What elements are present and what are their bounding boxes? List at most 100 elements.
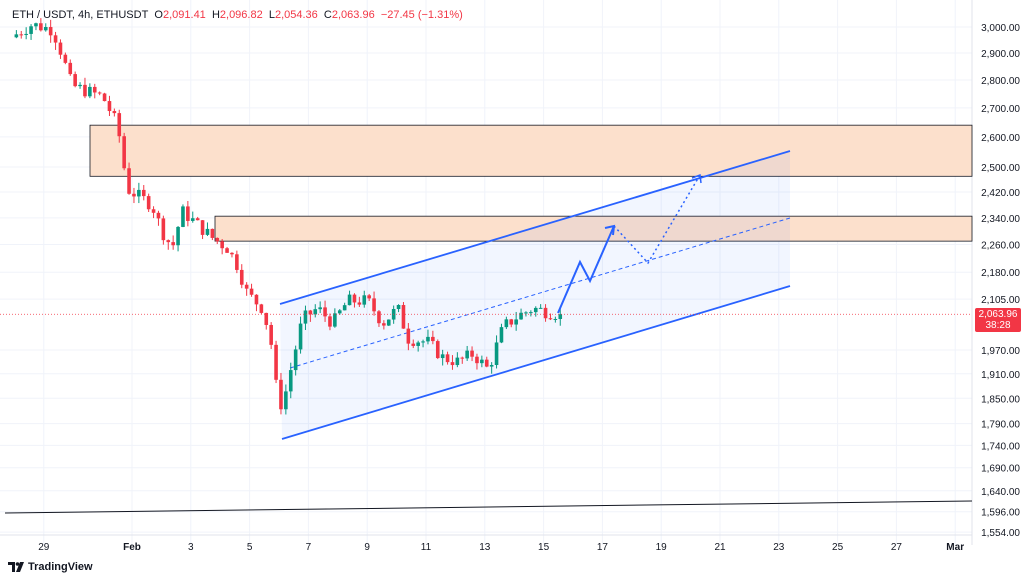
candle-body: [53, 35, 58, 43]
candle-body: [166, 240, 171, 243]
candle-body: [274, 344, 278, 380]
candle-body: [519, 312, 523, 320]
supply-zone-lower: [214, 215, 973, 242]
logo-text: TradingView: [28, 561, 93, 573]
candle-body: [19, 34, 24, 36]
candle-body: [396, 305, 401, 310]
y-tick-label: 1,554.00: [981, 528, 1020, 539]
x-tick-label: 29: [38, 542, 50, 553]
x-tick-label: 21: [714, 542, 726, 553]
candle-body: [440, 354, 445, 359]
y-tick-label: 1,790.00: [981, 420, 1020, 431]
x-tick-label: Mar: [946, 542, 964, 553]
candle-body: [406, 328, 411, 344]
candle-body: [58, 42, 63, 55]
high-value: 2,096.82: [219, 9, 263, 21]
candle-body: [377, 311, 381, 324]
candle-body: [29, 26, 33, 34]
candle-body: [73, 74, 77, 87]
x-tick-label: 25: [832, 542, 844, 553]
projection-dotted-path: [613, 174, 701, 265]
candle-body: [220, 241, 224, 249]
candle-body: [146, 196, 151, 210]
candle-body: [445, 354, 450, 363]
tradingview-logo[interactable]: TradingView: [8, 561, 93, 573]
last-price: 2,063.96: [978, 309, 1018, 320]
x-tick-label: 3: [188, 542, 194, 553]
candle-body: [200, 220, 205, 235]
candle-body: [156, 212, 161, 219]
candle-body: [548, 318, 553, 320]
x-tick-label: 11: [421, 542, 432, 553]
candle-body: [107, 101, 112, 112]
y-tick-label: 2,420.00: [981, 188, 1020, 199]
change-value: −27.45 (−1.31%): [380, 9, 463, 21]
y-tick-label: 1,970.00: [981, 346, 1020, 357]
y-tick-label: 2,180.00: [981, 268, 1020, 279]
candle-body: [186, 206, 190, 221]
candle-body: [411, 343, 416, 346]
y-tick-label: 2,800.00: [981, 76, 1020, 87]
y-tick-label: 1,850.00: [981, 394, 1020, 405]
candle-body: [43, 27, 48, 31]
candle-body: [357, 302, 362, 305]
support-trendline: [4, 500, 973, 514]
candle-body: [269, 324, 273, 345]
candle-body: [176, 226, 180, 246]
low-value: 2,054.36: [274, 9, 318, 21]
candle-body: [308, 310, 313, 315]
last-price-tag: 2,063.96 38:28: [975, 308, 1021, 332]
open-label: O: [154, 9, 163, 21]
x-tick-label: 15: [538, 542, 550, 553]
projection-path: [557, 225, 615, 314]
candle-body: [328, 316, 332, 327]
candle-body: [318, 307, 322, 310]
candle-body: [117, 113, 122, 137]
candle-body: [352, 294, 357, 303]
candle-body: [195, 218, 200, 221]
candle-body: [88, 86, 92, 97]
candle-body: [92, 86, 97, 93]
candle-body: [141, 189, 146, 197]
high-label: H: [211, 9, 220, 21]
candle-body: [426, 336, 430, 342]
symbol-name: ETH / USDT, 4h, ETHUSDT: [12, 9, 149, 21]
candle-body: [171, 242, 175, 246]
candle-body: [225, 248, 229, 253]
x-tick-label: 17: [597, 542, 609, 553]
candle-body: [313, 309, 318, 315]
candle-body: [230, 252, 234, 255]
candle-body: [244, 284, 249, 289]
candle-body: [431, 336, 435, 342]
candle-body: [475, 356, 479, 364]
candle-body: [465, 350, 469, 359]
candle-body: [342, 305, 347, 311]
candle-body: [39, 23, 43, 31]
candle-body: [504, 319, 509, 328]
y-tick-label: 2,105.00: [981, 295, 1020, 306]
candle-body: [333, 313, 337, 327]
candle-body: [489, 365, 494, 367]
candle-body: [102, 93, 107, 102]
close-value: 2,063.96: [331, 9, 375, 21]
candle-body: [190, 218, 195, 221]
y-tick-label: 1,740.00: [981, 441, 1020, 452]
symbol-legend: ETH / USDT, 4h, ETHUSDT O2,091.41 H2,096…: [12, 9, 463, 21]
candle-body: [494, 342, 499, 366]
candle-body: [484, 359, 489, 367]
y-tick-label: 3,000.00: [981, 23, 1020, 34]
candle-body: [386, 319, 391, 326]
close-label: C: [323, 9, 332, 21]
y-tick-label: 2,340.00: [981, 214, 1020, 225]
candle-body: [298, 323, 303, 350]
candle-body: [132, 193, 136, 197]
candle-body: [151, 209, 156, 213]
candle-body: [337, 310, 342, 314]
x-tick-label: 23: [773, 542, 785, 553]
candle-body: [97, 92, 102, 94]
candle-body: [259, 304, 264, 313]
candle-body: [122, 136, 126, 169]
candle-body: [514, 319, 518, 325]
channel-lower-line: [281, 285, 791, 440]
